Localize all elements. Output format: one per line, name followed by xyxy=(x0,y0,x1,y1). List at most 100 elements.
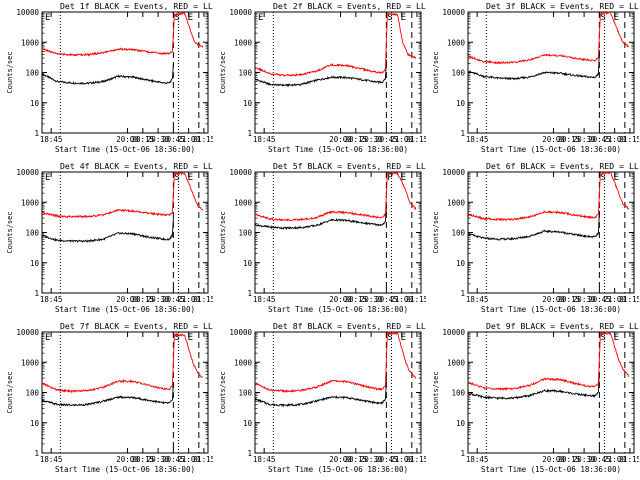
x-tick-label: 21:00 xyxy=(177,455,200,464)
x-tick-label: 21:15 xyxy=(193,295,213,304)
x-axis-label: Start Time (15-Oct-06 18:36:00) xyxy=(55,465,195,474)
panel-title: Det 9f BLACK = Events, RED = LLD xyxy=(486,321,639,331)
x-tick-label: 21:15 xyxy=(193,135,213,144)
y-tick-label: 1 xyxy=(34,449,39,458)
event-marker-label: S xyxy=(387,13,392,23)
x-tick-label: 20:00 xyxy=(329,295,352,304)
panel-title: Det 1f BLACK = Events, RED = LLD xyxy=(60,1,213,11)
y-tick-label: 1 xyxy=(460,449,465,458)
x-tick-label: 18:45 xyxy=(253,455,276,464)
x-tick-label: 18:45 xyxy=(466,295,489,304)
event-marker-label: E xyxy=(45,173,50,183)
x-tick-label: 21:00 xyxy=(603,135,626,144)
x-tick-label: 20:15 xyxy=(345,455,368,464)
x-tick-label: 18:45 xyxy=(466,455,489,464)
x-tick-label: 21:15 xyxy=(619,135,639,144)
y-tick-label: 10 xyxy=(30,99,40,108)
lld-series-line xyxy=(254,171,417,222)
y-tick-label: 1000 xyxy=(21,198,40,207)
events-series-line xyxy=(467,49,600,81)
detector-panel-8: Det 8f BLACK = Events, RED = LLD 1 10 100 10… xyxy=(219,321,426,474)
x-tick-label: 20:45 xyxy=(375,135,398,144)
event-marker-label: S xyxy=(174,173,179,183)
y-tick-label: 1000 xyxy=(447,38,466,47)
detector-panel-1: Det 1f BLACK = Events, RED = LLD 1 10 100 10… xyxy=(6,1,213,154)
events-series-line xyxy=(254,59,387,88)
y-tick-label: 10 xyxy=(456,419,466,428)
x-tick-label: 21:00 xyxy=(177,295,200,304)
event-marker-label: E xyxy=(401,333,406,343)
x-tick-label: 21:00 xyxy=(390,135,413,144)
x-tick-label: 20:00 xyxy=(329,135,352,144)
x-tick-label: 21:15 xyxy=(619,295,639,304)
x-tick-label: 20:00 xyxy=(329,455,352,464)
events-series-line xyxy=(254,378,387,408)
y-tick-label: 10000 xyxy=(16,168,39,177)
x-axis-label: Start Time (15-Oct-06 18:36:00) xyxy=(481,465,621,474)
event-marker-label: P xyxy=(387,173,393,183)
x-tick-label: 18:45 xyxy=(40,455,63,464)
y-tick-label: 100 xyxy=(451,69,465,78)
x-tick-label: 20:30 xyxy=(147,135,170,144)
event-marker-label: E xyxy=(401,13,406,23)
y-tick-label: 100 xyxy=(238,389,252,398)
plot-frame xyxy=(254,331,422,454)
x-tick-label: 20:00 xyxy=(542,455,565,464)
x-tick-label: 21:00 xyxy=(390,455,413,464)
y-axis-label: Counts/sec xyxy=(219,371,227,413)
x-tick-label: 20:45 xyxy=(588,295,611,304)
x-axis-label: Start Time (15-Oct-06 18:36:00) xyxy=(481,305,621,314)
events-series-line xyxy=(41,217,174,244)
event-marker-label: S xyxy=(387,333,392,343)
y-tick-label: 1 xyxy=(460,289,465,298)
y-axis-label: Counts/sec xyxy=(6,371,14,413)
event-marker-label: S xyxy=(600,173,605,183)
y-tick-label: 100 xyxy=(451,389,465,398)
y-tick-label: 10000 xyxy=(229,168,252,177)
event-marker-label: E xyxy=(45,333,50,343)
x-tick-label: 20:45 xyxy=(162,135,185,144)
lld-series-line xyxy=(41,333,203,394)
x-tick-label: 20:30 xyxy=(360,455,383,464)
event-marker-label: S xyxy=(600,13,605,23)
y-tick-label: 10000 xyxy=(16,328,39,337)
x-tick-label: 20:00 xyxy=(116,295,139,304)
panel-title: Det 7f BLACK = Events, RED = LLD xyxy=(60,321,213,331)
x-tick-label: 21:15 xyxy=(406,455,426,464)
event-marker-label: E xyxy=(401,173,406,183)
event-marker-label: E xyxy=(45,13,50,23)
y-tick-label: 10000 xyxy=(442,168,465,177)
x-tick-label: 20:45 xyxy=(375,295,398,304)
y-tick-label: 1 xyxy=(34,289,39,298)
event-marker-label: E xyxy=(614,13,619,23)
y-tick-label: 10 xyxy=(456,99,466,108)
y-tick-label: 1 xyxy=(247,289,252,298)
y-tick-label: 1000 xyxy=(447,198,466,207)
x-tick-label: 20:00 xyxy=(542,295,565,304)
y-axis-label: Counts/sec xyxy=(6,211,14,253)
lld-series-line xyxy=(468,331,630,391)
x-tick-label: 20:30 xyxy=(147,455,170,464)
detector-panel-7: Det 7f BLACK = Events, RED = LLD 1 10 100 10… xyxy=(6,321,213,474)
event-marker-label: E xyxy=(614,333,619,343)
plot-frame xyxy=(41,331,209,454)
x-tick-label: 20:45 xyxy=(162,295,185,304)
plot-frame xyxy=(254,11,422,134)
y-tick-label: 100 xyxy=(238,69,252,78)
x-tick-label: 20:00 xyxy=(116,455,139,464)
x-tick-label: 18:45 xyxy=(40,135,63,144)
y-tick-label: 10 xyxy=(30,419,40,428)
detector-panel-5: Det 5f BLACK = Events, RED = LLD 1 10 100 10… xyxy=(219,161,426,314)
x-axis-label: Start Time (15-Oct-06 18:36:00) xyxy=(55,305,195,314)
detector-panel-2: Det 2f BLACK = Events, RED = LLD 1 10 100 10… xyxy=(219,1,426,154)
y-axis-label: Counts/sec xyxy=(219,211,227,253)
x-tick-label: 20:45 xyxy=(588,135,611,144)
detector-panel-4: Det 4f BLACK = Events, RED = LLD 1 10 100 10… xyxy=(6,161,213,314)
y-tick-label: 10000 xyxy=(442,8,465,17)
panel-title: Det 3f BLACK = Events, RED = LLD xyxy=(486,1,639,11)
plot-frame xyxy=(467,171,635,294)
x-tick-label: 21:00 xyxy=(177,135,200,144)
y-tick-label: 100 xyxy=(25,229,39,238)
y-axis-label: Counts/sec xyxy=(432,51,440,93)
y-tick-label: 10000 xyxy=(229,328,252,337)
